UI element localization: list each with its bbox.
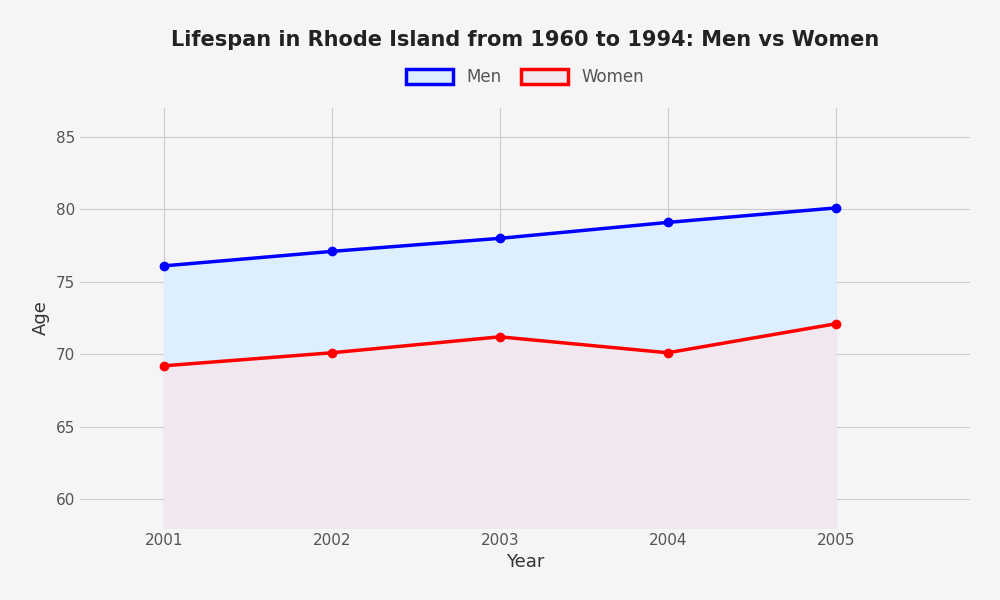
- Y-axis label: Age: Age: [32, 301, 50, 335]
- Title: Lifespan in Rhode Island from 1960 to 1994: Men vs Women: Lifespan in Rhode Island from 1960 to 19…: [171, 29, 879, 49]
- X-axis label: Year: Year: [506, 553, 544, 571]
- Legend: Men, Women: Men, Women: [399, 62, 651, 93]
